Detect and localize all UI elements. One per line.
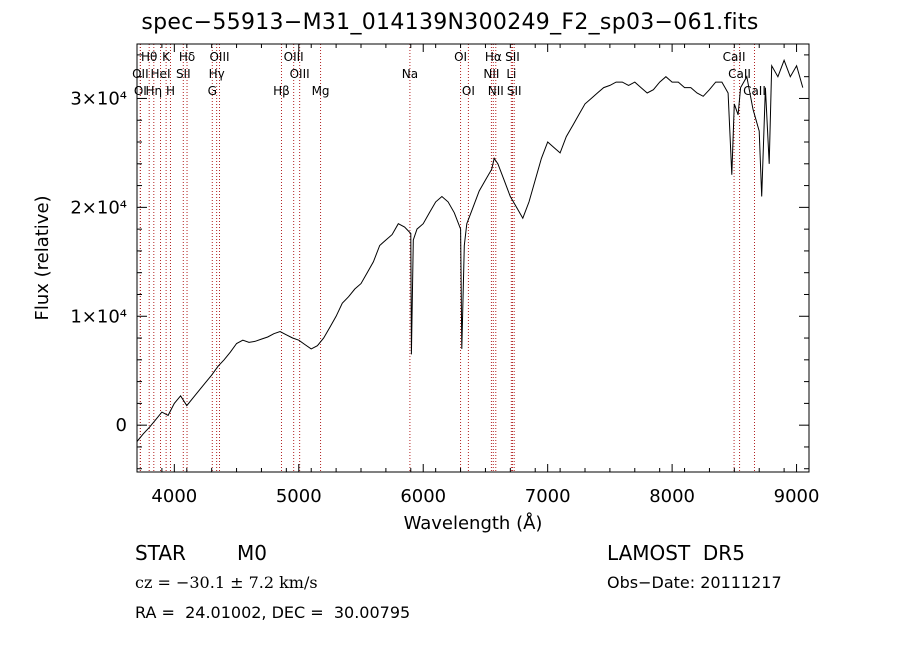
object-subclass: M0 — [237, 541, 267, 565]
x-tick-label: 7000 — [525, 486, 571, 507]
x-tick-label: 9000 — [774, 486, 820, 507]
line-id-label: Hη — [145, 84, 162, 98]
ra-dec-coordinates: RA = 24.01002, DEC = 30.00795 — [135, 603, 411, 622]
line-id-label: CaII — [743, 84, 766, 98]
x-tick-label: 5000 — [276, 486, 322, 507]
y-tick-label: 1×10⁴ — [70, 306, 127, 327]
line-id-label: Na — [402, 67, 418, 81]
line-id-label: SII — [505, 50, 520, 64]
line-id-label: Hδ — [179, 50, 195, 64]
x-tick-label: 4000 — [151, 486, 197, 507]
line-id-label: Mg — [312, 84, 330, 98]
line-id-label: SII — [507, 84, 522, 98]
line-id-label: Hβ — [273, 84, 290, 98]
chart-title: spec−55913−M31_014139N300249_F2_sp03−061… — [141, 10, 759, 35]
y-tick-label: 3×10⁴ — [70, 88, 127, 109]
y-tick-label: 2×10⁴ — [70, 197, 127, 218]
object-class: STAR — [135, 541, 186, 565]
survey-name: LAMOST DR5 — [607, 541, 745, 565]
line-id-label: OI — [462, 84, 475, 98]
redshift-cz: cz = −30.1 ± 7.2 km/s — [135, 573, 318, 592]
line-id-label: CaII — [723, 50, 746, 64]
line-id-label: OIII — [290, 67, 310, 81]
y-axis-label: Flux (relative) — [32, 195, 53, 320]
line-id-label: CaII — [728, 67, 751, 81]
line-id-label: Hγ — [209, 67, 225, 81]
line-id-label: OI — [454, 50, 467, 64]
x-axis-label: Wavelength (Å) — [404, 512, 543, 534]
plot-frame — [136, 43, 810, 473]
line-id-label: HeI — [151, 67, 171, 81]
spectral-line-markers — [139, 44, 755, 472]
y-tick-label: 0 — [116, 415, 127, 436]
axis-ticks: 4000 5000 6000 7000 8000 9000 0 1×10⁴ 2×10⁴ 3×10⁴ — [70, 44, 819, 507]
line-id-label: OIII — [209, 50, 229, 64]
observation-date: Obs−Date: 20111217 — [607, 573, 782, 592]
line-id-label: OII — [132, 67, 149, 81]
line-id-label: H — [166, 84, 175, 98]
line-id-label: G — [208, 84, 217, 98]
line-id-label: Hα — [485, 50, 502, 64]
line-id-label: K — [162, 50, 171, 64]
line-id-label: Li — [506, 67, 516, 81]
line-id-label: NII — [483, 67, 499, 81]
x-tick-label: 6000 — [400, 486, 446, 507]
line-id-label: OIII — [284, 50, 304, 64]
line-id-label: SII — [176, 67, 191, 81]
line-id-label: Hθ — [141, 50, 157, 64]
line-id-label: NII — [488, 84, 504, 98]
x-tick-label: 8000 — [649, 486, 695, 507]
spectrum-line — [136, 58, 804, 442]
